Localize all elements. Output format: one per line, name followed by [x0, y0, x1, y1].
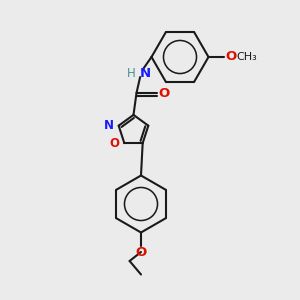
Text: O: O — [158, 86, 169, 100]
Text: N: N — [140, 67, 151, 80]
Text: O: O — [135, 246, 147, 259]
Text: O: O — [110, 136, 119, 150]
Text: O: O — [225, 50, 236, 64]
Text: CH₃: CH₃ — [237, 52, 257, 62]
Text: N: N — [104, 119, 114, 132]
Text: H: H — [127, 67, 136, 80]
